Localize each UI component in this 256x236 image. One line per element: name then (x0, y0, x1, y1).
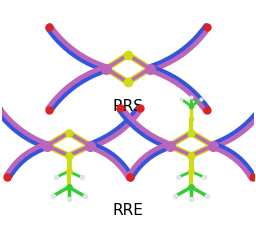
Text: RRS: RRS (112, 99, 144, 114)
Text: RRE: RRE (113, 203, 143, 218)
